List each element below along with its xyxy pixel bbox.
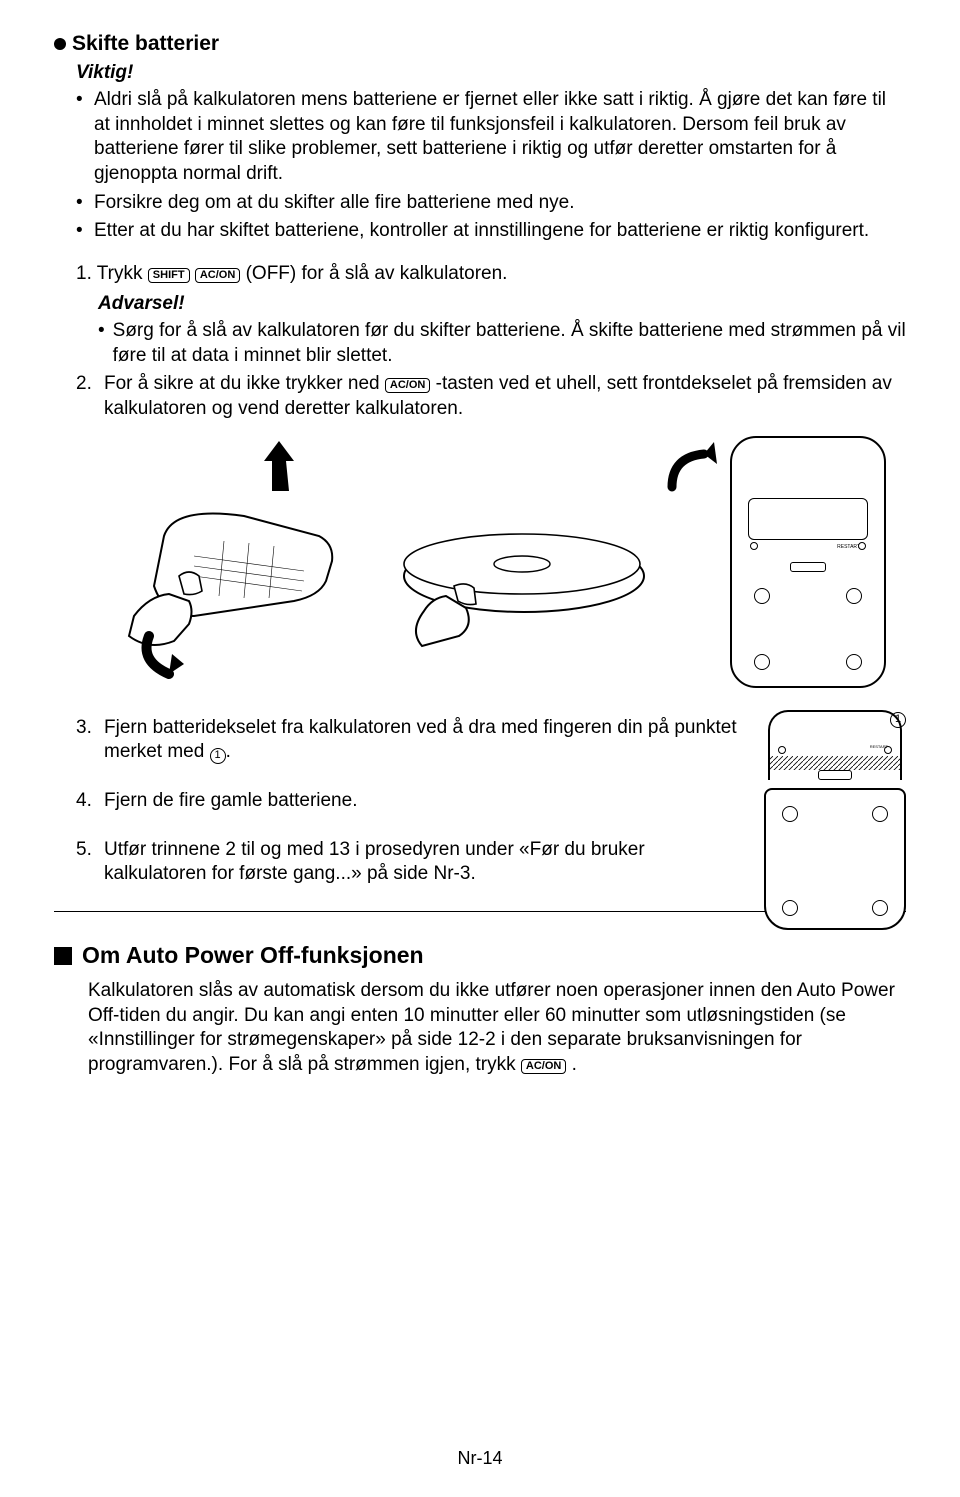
step3-text-b: . — [226, 741, 231, 762]
bullet-item: • Aldri slå på kalkulatoren mens batteri… — [76, 88, 906, 187]
auto-off-post: . — [572, 1054, 577, 1075]
flip-illustration — [374, 456, 674, 686]
bullet-item: • Forsikre deg om at du skifter alle fir… — [76, 191, 906, 216]
restart-label: RESTART — [837, 544, 860, 550]
step-4: 4. Fjern de fire gamle batteriene. — [76, 789, 746, 814]
hands-cover-illustration — [94, 436, 374, 696]
restart-label-small: RESTART — [870, 744, 888, 749]
step1-pre: 1. Trykk — [76, 263, 148, 284]
bullet-text: Forsikre deg om at du skifter alle fire … — [94, 191, 575, 216]
auto-off-paragraph: Kalkulatoren slås av automatisk dersom d… — [88, 979, 906, 1078]
auto-off-pre: Kalkulatoren slås av automatisk dersom d… — [88, 980, 895, 1075]
bullet-dot-icon — [54, 38, 66, 50]
warning-text: Sørg for å slå av kalkulatoren før du sk… — [113, 319, 906, 368]
circled-one-icon: 1 — [210, 748, 226, 764]
bullet-marker: • — [76, 219, 86, 244]
bullet-item: • Etter at du har skiftet batteriene, ko… — [76, 219, 906, 244]
curve-arrow-icon — [662, 442, 722, 502]
step-2: 2. For å sikre at du ikke trykker ned AC… — [76, 372, 906, 421]
bullet-marker: • — [76, 88, 86, 187]
step2-pre: For å sikre at du ikke trykker ned — [104, 373, 385, 394]
ac-on-key-icon: AC/ON — [385, 378, 430, 393]
warning-bullet: • Sørg for å slå av kalkulatoren før du … — [98, 319, 906, 368]
step4-text: Fjern de fire gamle batteriene. — [104, 789, 357, 814]
bullet-marker: • — [76, 191, 86, 216]
step-number: 5. — [76, 838, 98, 887]
step3-text: Fjern batteridekselet fra kalkulatoren v… — [104, 716, 746, 765]
auto-off-title: Om Auto Power Off-funksjonen — [82, 942, 424, 969]
step-5: 5. Utfør trinnene 2 til og med 13 i pros… — [76, 838, 746, 887]
bullet-text: Etter at du har skiftet batteriene, kont… — [94, 219, 869, 244]
step1-post: (OFF) for å slå av kalkulatoren. — [246, 263, 508, 284]
step-number: 3. — [76, 716, 98, 765]
warning-label: Advarsel! — [98, 293, 906, 315]
step-number: 4. — [76, 789, 98, 814]
circled-one-marker: 1 — [890, 712, 906, 728]
battery-cover-illustration: RESTART 1 — [760, 710, 910, 930]
ac-on-key-icon: AC/ON — [521, 1059, 566, 1074]
important-label: Viktig! — [76, 62, 906, 84]
steps-with-side-illustration: 3. Fjern batteridekselet fra kalkulatore… — [54, 716, 906, 887]
ac-on-key-icon: AC/ON — [195, 268, 240, 283]
step5-text: Utfør trinnene 2 til og med 13 i prosedy… — [104, 838, 746, 887]
step-3: 3. Fjern batteridekselet fra kalkulatore… — [76, 716, 746, 765]
calculator-back-illustration: RESTART — [730, 436, 886, 688]
section-title-replace-batteries: Skifte batterier — [54, 32, 906, 56]
step3-text-a: Fjern batteridekselet fra kalkulatoren v… — [104, 717, 737, 763]
section-title-text: Skifte batterier — [72, 32, 219, 56]
step-1: 1. Trykk SHIFT AC/ON (OFF) for å slå av … — [76, 262, 906, 287]
step2-text: For å sikre at du ikke trykker ned AC/ON… — [104, 372, 906, 421]
page-number: Nr-14 — [0, 1448, 960, 1469]
section-title-auto-power-off: Om Auto Power Off-funksjonen — [54, 942, 906, 969]
shift-key-icon: SHIFT — [148, 268, 190, 283]
square-bullet-icon — [54, 947, 72, 965]
bullet-marker: • — [98, 319, 105, 368]
step-number: 2. — [76, 372, 98, 421]
bullet-text: Aldri slå på kalkulatoren mens batterien… — [94, 88, 906, 187]
illustration-row: RESTART — [54, 436, 906, 696]
